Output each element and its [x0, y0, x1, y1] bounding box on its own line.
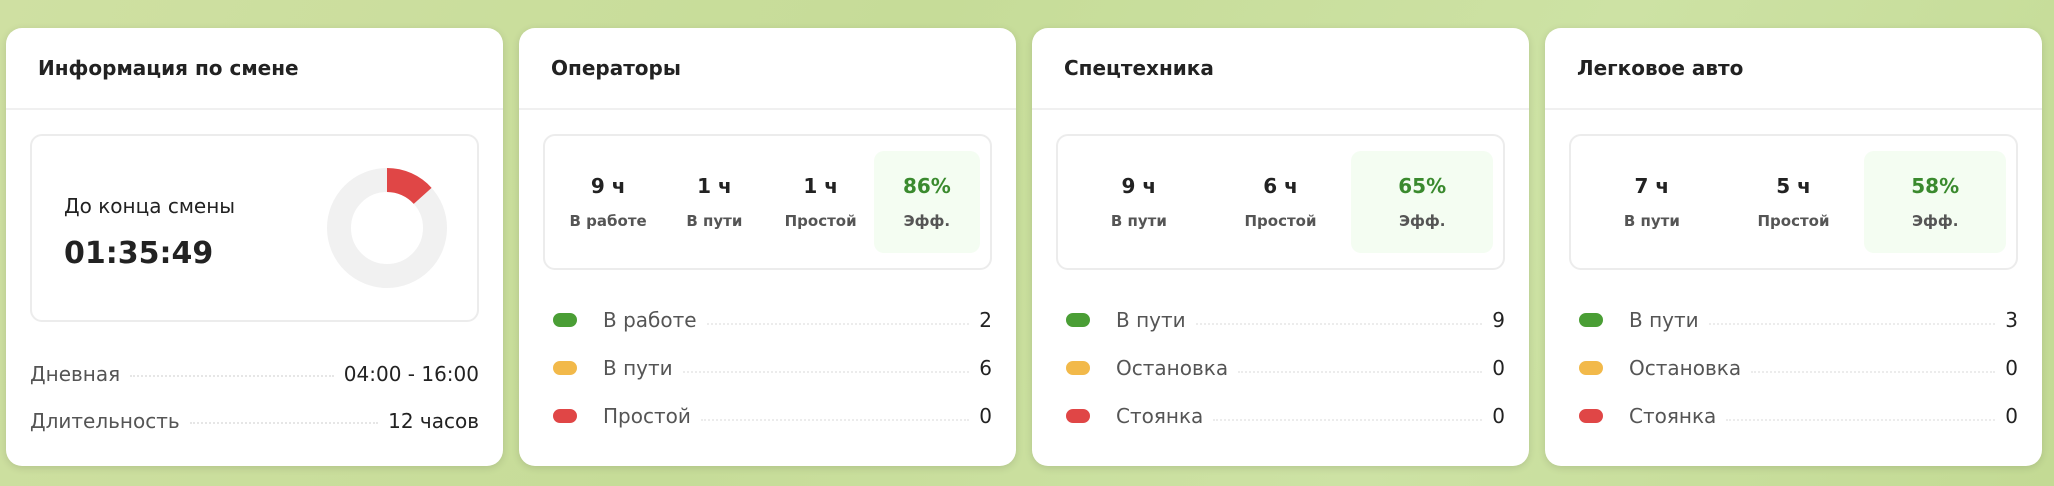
legend-value: 0 — [2005, 404, 2018, 428]
status-pill-icon — [1579, 313, 1603, 327]
dotted-leader — [189, 422, 379, 424]
row-value: 04:00 - 16:00 — [343, 362, 479, 386]
legend-value: 2 — [979, 308, 992, 332]
stat-value: 6 ч — [1263, 174, 1298, 198]
legend-row: Остановка 0 — [1579, 356, 2018, 380]
legend-row: В пути 3 — [1579, 308, 2018, 332]
stat-value: 7 ч — [1634, 174, 1670, 198]
status-pill-icon — [553, 361, 577, 375]
shift-remaining-box: До конца смены 01:35:49 — [30, 134, 479, 322]
row-value: 12 часов — [388, 409, 479, 433]
status-pill-icon — [1066, 313, 1090, 327]
stat-label: В пути — [1623, 212, 1680, 230]
stat: 5 ч Простой — [1723, 151, 1865, 253]
card-title: Операторы — [519, 28, 1016, 110]
shift-info-card: Информация по смене До конца смены 01:35… — [6, 28, 503, 466]
legend-row: В работе 2 — [553, 308, 992, 332]
stat-value: 9 ч — [590, 174, 626, 198]
status-pill-icon — [553, 409, 577, 423]
legend-label: В работе — [603, 308, 697, 332]
status-pill-icon — [1066, 361, 1090, 375]
legend-value: 0 — [1492, 404, 1505, 428]
legend-value: 0 — [979, 404, 992, 428]
legend-row: В пути 9 — [1066, 308, 1505, 332]
dotted-leader — [1238, 371, 1483, 373]
stat-value: 9 ч — [1121, 174, 1157, 198]
stat-value: 58% — [1911, 174, 1960, 198]
card-title: Информация по смене — [6, 28, 503, 110]
stat-label: В пути — [1110, 212, 1167, 230]
legend-row: Стоянка 0 — [1066, 404, 1505, 428]
status-pill-icon — [1579, 361, 1603, 375]
stat-label: Простой — [1244, 212, 1317, 230]
stat-label: Эфф. — [903, 212, 951, 230]
stat-value: 5 ч — [1776, 174, 1811, 198]
row-label: Дневная — [30, 362, 121, 386]
status-pill-icon — [1066, 409, 1090, 423]
dotted-leader — [130, 375, 334, 377]
stat-value: 86% — [902, 174, 951, 198]
legend-label: В пути — [1629, 308, 1699, 332]
dotted-leader — [1726, 419, 1996, 421]
legend-value: 9 — [1492, 308, 1505, 332]
stats-box: 7 ч В пути 5 ч Простой 58% Эфф. — [1569, 134, 2018, 270]
legend-value: 0 — [1492, 356, 1505, 380]
remaining-donut — [327, 168, 447, 288]
stat-value: 1 ч — [697, 174, 732, 198]
remaining-label: До конца смены — [64, 194, 236, 218]
status-pill-icon — [553, 313, 577, 327]
card-title: Легковое авто — [1545, 28, 2042, 110]
dotted-leader — [1195, 323, 1483, 325]
efficiency-stat: 58% Эфф. — [1864, 151, 2007, 253]
stat-label: В пути — [686, 212, 743, 230]
shift-type-row: Дневная 04:00 - 16:00 — [30, 362, 479, 386]
legend-value: 3 — [2005, 308, 2018, 332]
stat: 7 ч В пути — [1581, 151, 1723, 253]
operators-card: Операторы 9 ч В работе 1 ч В пути 1 ч Пр… — [519, 28, 1016, 466]
legend-label: Остановка — [1116, 356, 1229, 380]
dotted-leader — [682, 371, 970, 373]
donut-remaining-arc — [327, 168, 447, 288]
dotted-leader — [706, 323, 970, 325]
special-equipment-card: Спецтехника 9 ч В пути 6 ч Простой 65% Э… — [1032, 28, 1529, 466]
stat-label: Эфф. — [1911, 212, 1959, 230]
stats-box: 9 ч В работе 1 ч В пути 1 ч Простой 86% … — [543, 134, 992, 270]
legend-label: Стоянка — [1116, 404, 1204, 428]
dotted-leader — [1708, 323, 1996, 325]
dotted-leader — [1213, 419, 1483, 421]
stat-label: В работе — [569, 212, 647, 230]
legend-row: Стоянка 0 — [1579, 404, 2018, 428]
shift-duration-row: Длительность 12 часов — [30, 409, 479, 433]
legend-row: Простой 0 — [553, 404, 992, 428]
stat-value: 65% — [1398, 174, 1447, 198]
legend-label: В пути — [1116, 308, 1186, 332]
legend-value: 6 — [979, 356, 992, 380]
remaining-time: 01:35:49 — [64, 236, 214, 271]
efficiency-stat: 86% Эфф. — [873, 151, 980, 253]
legend-row: Остановка 0 — [1066, 356, 1505, 380]
stat: 6 ч Простой — [1210, 151, 1352, 253]
stat: 9 ч В пути — [1068, 151, 1210, 253]
stat: 9 ч В работе — [555, 151, 661, 253]
passenger-cars-card: Легковое авто 7 ч В пути 5 ч Простой 58%… — [1545, 28, 2042, 466]
dotted-leader — [700, 419, 970, 421]
status-pill-icon — [1579, 409, 1603, 423]
dotted-leader — [1751, 371, 1996, 373]
legend-label: Стоянка — [1629, 404, 1717, 428]
stat: 1 ч Простой — [768, 151, 874, 253]
legend-label: Остановка — [1629, 356, 1742, 380]
legend-label: В пути — [603, 356, 673, 380]
stat: 1 ч В пути — [661, 151, 767, 253]
legend-value: 0 — [2005, 356, 2018, 380]
card-title: Спецтехника — [1032, 28, 1529, 110]
legend-row: В пути 6 — [553, 356, 992, 380]
stat-label: Простой — [784, 212, 857, 230]
row-label: Длительность — [30, 409, 180, 433]
efficiency-stat: 65% Эфф. — [1351, 151, 1494, 253]
legend-label: Простой — [603, 404, 691, 428]
stat-label: Эфф. — [1398, 212, 1446, 230]
stat-value: 1 ч — [803, 174, 838, 198]
stats-box: 9 ч В пути 6 ч Простой 65% Эфф. — [1056, 134, 1505, 270]
stat-label: Простой — [1757, 212, 1830, 230]
